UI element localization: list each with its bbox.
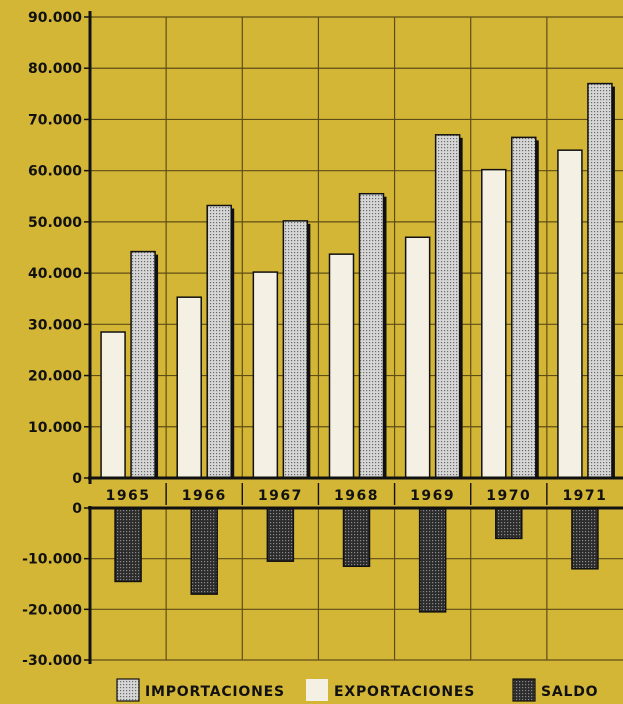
legend: IMPORTACIONES EXPORTACIONES SALDO [116,678,598,702]
bar-exportaciones [328,253,355,479]
x-tick-label: 1969 [410,488,455,504]
legend-swatch-saldo [512,678,536,702]
x-tick-label: 1968 [334,488,379,504]
bar-importaciones-shadow [231,208,235,478]
axes: 90.000 80.000 70.000 60.000 50.000 40.000 30.0… [22,10,623,669]
bar-importaciones [130,250,156,479]
bar-importaciones [434,134,461,479]
legend-label-importaciones: IMPORTACIONES [145,684,285,700]
legend-swatch-importaciones [116,678,140,702]
bar-exportaciones [252,271,279,479]
y-tick-label-upper: 20.000 [28,369,82,385]
bar-exportaciones [481,168,507,479]
y-tick-label-upper: 50.000 [28,215,82,231]
y-tick-label-upper: 0 [72,471,82,487]
bar-saldo [418,507,447,613]
bar-saldo [266,507,295,562]
bar-exportaciones [557,149,583,479]
x-tick-label: 1966 [182,488,227,504]
legend-label-exportaciones: EXPORTACIONES [334,684,475,700]
bar-importaciones [206,204,232,479]
bar-exportaciones [404,236,431,479]
bar-importaciones-shadow [383,196,387,478]
y-tick-label-upper: 40.000 [28,266,82,282]
bar-importaciones-shadow [459,137,463,479]
bar-importaciones [358,192,385,479]
y-tick-label-lower: -30.000 [22,653,82,669]
bar-exportaciones [176,296,202,479]
y-tick-label-upper: 90.000 [28,10,82,26]
bar-exportaciones [100,331,126,479]
bar-saldo [495,507,523,540]
bar-importaciones [511,136,537,479]
y-tick-label-lower: -20.000 [22,602,82,618]
legend-swatch-exportaciones [306,679,328,701]
x-tick-label: 1967 [258,488,303,504]
bar-importaciones-shadow [307,223,311,478]
y-tick-label-upper: 70.000 [28,112,82,128]
bar-importaciones [587,82,613,479]
legend-label-saldo: SALDO [541,684,598,700]
bar-saldo [342,507,371,568]
y-tick-label-upper: 10.000 [28,420,82,436]
bar-importaciones-shadow [155,254,159,478]
x-tick-label: 1965 [106,488,151,504]
x-tick-label: 1970 [486,488,531,504]
bar-saldo [571,507,599,570]
y-tick-label-upper: 60.000 [28,164,82,180]
y-tick-label-upper: 30.000 [28,317,82,333]
y-tick-label-lower: 0 [72,501,82,517]
y-tick-label-lower: -10.000 [22,552,82,568]
bar-importaciones-shadow [611,86,615,478]
bar-saldo [190,507,218,595]
bar-saldo [114,507,142,583]
x-tick-label: 1971 [562,488,607,504]
y-tick-label-upper: 80.000 [28,61,82,77]
bars [100,82,615,613]
bar-importaciones [282,220,309,479]
bar-importaciones-shadow [535,140,539,478]
